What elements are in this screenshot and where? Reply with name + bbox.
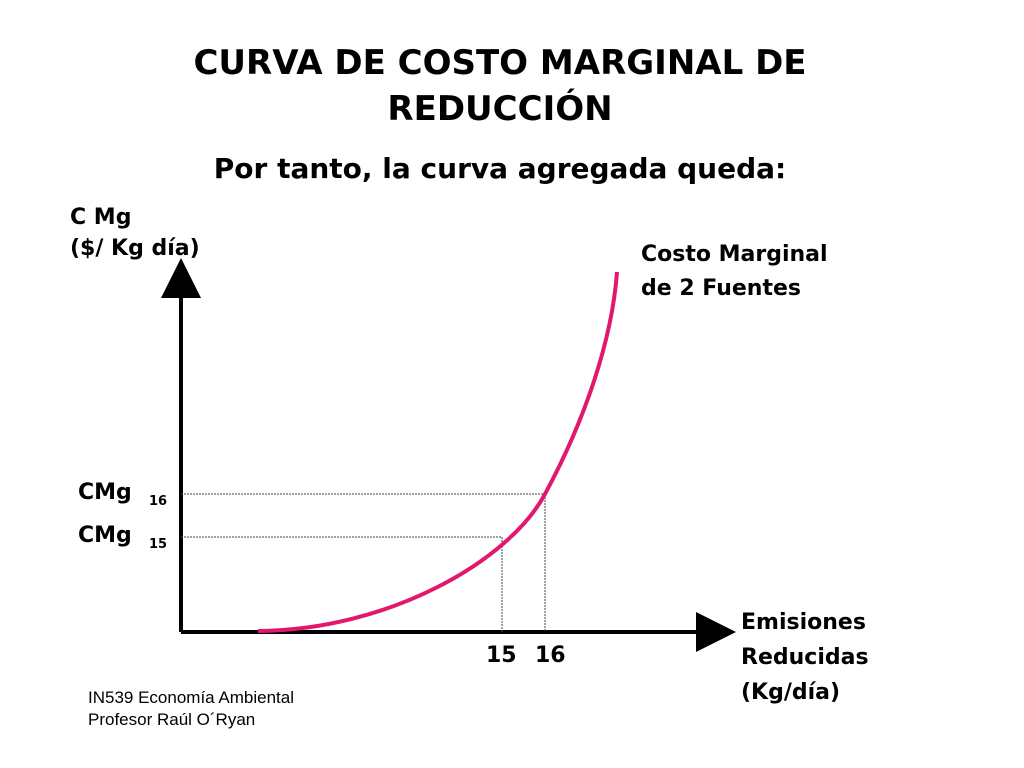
slide-title-line-2: REDUCCIÓN xyxy=(387,89,613,129)
x-axis-label-line-1: Emisiones xyxy=(741,610,866,635)
x-tick-15: 15 xyxy=(486,643,517,668)
curve-label-line-1: Costo Marginal xyxy=(641,242,828,267)
x-axis-label-line-2: Reducidas xyxy=(741,645,869,670)
slide-title-line-1: CURVA DE COSTO MARGINAL DE xyxy=(193,43,807,83)
y-axis-label-line-2: ($/ Kg día) xyxy=(70,236,200,261)
slide-title: CURVA DE COSTO MARGINAL DE REDUCCIÓN xyxy=(0,40,1000,132)
slide-footer: IN539 Economía Ambiental Profesor Raúl O… xyxy=(88,687,294,731)
cmg15-label: CMg xyxy=(78,523,132,548)
marginal-cost-curve xyxy=(257,271,619,633)
x-axis-label-line-3: (Kg/día) xyxy=(741,680,840,705)
footer-professor: Profesor Raúl O´Ryan xyxy=(88,710,256,729)
x-tick-16: 16 xyxy=(535,643,566,668)
y-axis-label-line-1: C Mg xyxy=(70,205,131,230)
cmg16-subscript: 16 xyxy=(149,494,167,509)
cmg15-subscript: 15 xyxy=(149,537,167,552)
cmg16-label: CMg xyxy=(78,480,132,505)
curve-label-line-2: de 2 Fuentes xyxy=(641,276,801,301)
footer-course: IN539 Economía Ambiental xyxy=(88,688,295,707)
slide-subtitle: Por tanto, la curva agregada queda: xyxy=(213,152,787,185)
